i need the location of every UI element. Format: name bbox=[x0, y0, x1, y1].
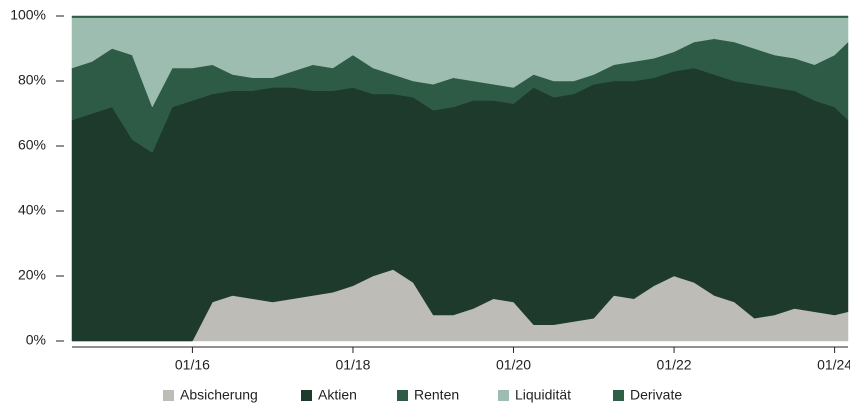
legend-label: Aktien bbox=[318, 387, 357, 403]
legend-label: Liquidität bbox=[515, 387, 571, 403]
x-tick-label: 01/18 bbox=[335, 357, 370, 373]
area bbox=[71, 67, 849, 342]
y-tick-label: 40% bbox=[18, 202, 46, 218]
legend-swatch bbox=[613, 390, 624, 401]
legend-label: Renten bbox=[414, 387, 459, 403]
legend-swatch bbox=[498, 390, 509, 401]
y-tick-label: 0% bbox=[26, 332, 46, 348]
legend-swatch bbox=[301, 390, 312, 401]
area bbox=[71, 15, 849, 18]
legend-swatch bbox=[163, 390, 174, 401]
y-tick-label: 100% bbox=[10, 7, 46, 23]
legend-swatch bbox=[397, 390, 408, 401]
legend-label: Derivate bbox=[630, 387, 682, 403]
legend-label: Absicherung bbox=[180, 387, 258, 403]
y-tick-label: 20% bbox=[18, 267, 46, 283]
y-tick-label: 80% bbox=[18, 72, 46, 88]
x-tick-label: 01/24 bbox=[817, 357, 850, 373]
x-tick-label: 01/20 bbox=[496, 357, 531, 373]
x-tick-label: 01/22 bbox=[657, 357, 692, 373]
x-tick-label: 01/16 bbox=[175, 357, 210, 373]
y-tick-label: 60% bbox=[18, 137, 46, 153]
